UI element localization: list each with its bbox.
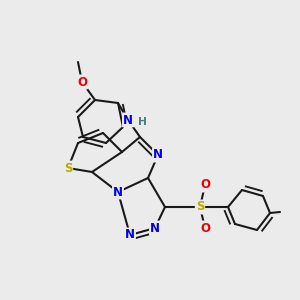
Text: N: N (125, 229, 135, 242)
Text: S: S (64, 161, 72, 175)
Text: H: H (138, 117, 146, 127)
Text: O: O (200, 178, 210, 191)
Text: O: O (200, 221, 210, 235)
Text: S: S (196, 200, 204, 214)
Text: O: O (77, 76, 87, 88)
Text: N: N (113, 185, 123, 199)
Text: N: N (150, 221, 160, 235)
Text: N: N (153, 148, 163, 161)
Text: N: N (123, 113, 133, 127)
